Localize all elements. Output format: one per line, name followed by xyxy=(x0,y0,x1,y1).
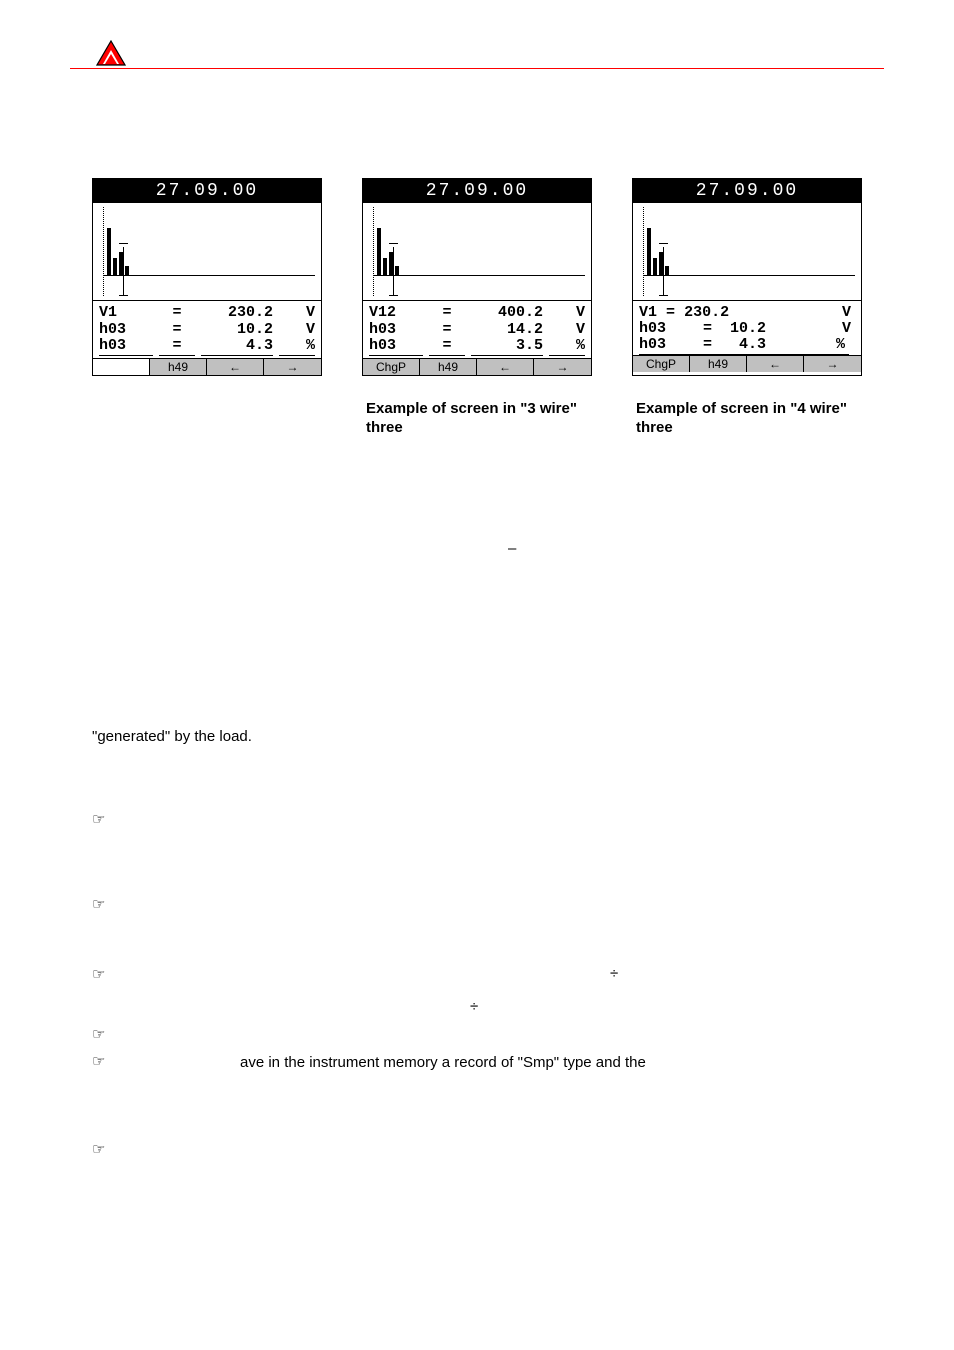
header-divider xyxy=(70,68,884,69)
pointer-icon: ☞ xyxy=(92,895,105,913)
lcd-softkeys: ChgP h49 ← → xyxy=(363,358,591,375)
lcd-readings: V12=400.2V h03=14.2V h03=3.5% xyxy=(363,301,591,358)
softkey-1[interactable] xyxy=(93,358,150,375)
softkey-3[interactable]: ← xyxy=(747,355,804,372)
divide-glyph: ÷ xyxy=(470,998,478,1015)
softkey-2[interactable]: h49 xyxy=(690,355,747,372)
softkey-4[interactable]: → xyxy=(804,355,861,372)
caption-middle: Example of screen in "3 wire" three xyxy=(366,400,596,438)
lcd-date: 27.09.00 xyxy=(93,179,321,203)
lcd-graph xyxy=(93,203,321,301)
lcd-graph xyxy=(633,203,861,301)
pointer-icon: ☞ xyxy=(92,1052,105,1070)
softkey-2[interactable]: h49 xyxy=(150,358,207,375)
softkey-2[interactable]: h49 xyxy=(420,358,477,375)
lcd-date: 27.09.00 xyxy=(363,179,591,203)
softkey-1[interactable]: ChgP xyxy=(633,355,690,372)
lcd-screen-3: 27.09.00 V1 = 230.2 V h03 = 10.2 V h03 xyxy=(632,178,862,376)
pointer-icon: ☞ xyxy=(92,1140,105,1158)
softkey-3[interactable]: ← xyxy=(207,358,264,375)
body-generated: "generated" by the load. xyxy=(92,726,252,747)
lcd-screen-2: 27.09.00 V12=400.2V h03=14.2V h03=3.5% C… xyxy=(362,178,592,376)
lcd-graph xyxy=(363,203,591,301)
caption-right: Example of screen in "4 wire" three xyxy=(636,400,866,438)
lcd-readings: V1=230.2V h03=10.2V h03=4.3% xyxy=(93,301,321,358)
softkey-3[interactable]: ← xyxy=(477,358,534,375)
lcd-softkeys: ChgP h49 ← → xyxy=(633,355,861,372)
dash-glyph: – xyxy=(508,540,516,557)
pointer-icon: ☞ xyxy=(92,965,105,983)
softkey-4[interactable]: → xyxy=(534,358,591,375)
softkey-4[interactable]: → xyxy=(264,358,321,375)
pointer-icon: ☞ xyxy=(92,1025,105,1043)
pointer-icon: ☞ xyxy=(92,810,105,828)
brand-logo-overlay xyxy=(96,40,126,71)
lcd-screen-1: 27.09.00 V1=230.2V h03=10.2V h03=4.3% h4… xyxy=(92,178,322,376)
lcd-softkeys: h49 ← → xyxy=(93,358,321,375)
lcd-date: 27.09.00 xyxy=(633,179,861,203)
softkey-1[interactable]: ChgP xyxy=(363,358,420,375)
body-save-line: ave in the instrument memory a record of… xyxy=(240,1052,860,1073)
lcd-readings: V1 = 230.2 V h03 = 10.2 V h03 = 4.3 % xyxy=(633,301,861,355)
divide-glyph: ÷ xyxy=(610,965,618,982)
lcd-screens-row: 27.09.00 V1=230.2V h03=10.2V h03=4.3% h4… xyxy=(92,178,862,376)
